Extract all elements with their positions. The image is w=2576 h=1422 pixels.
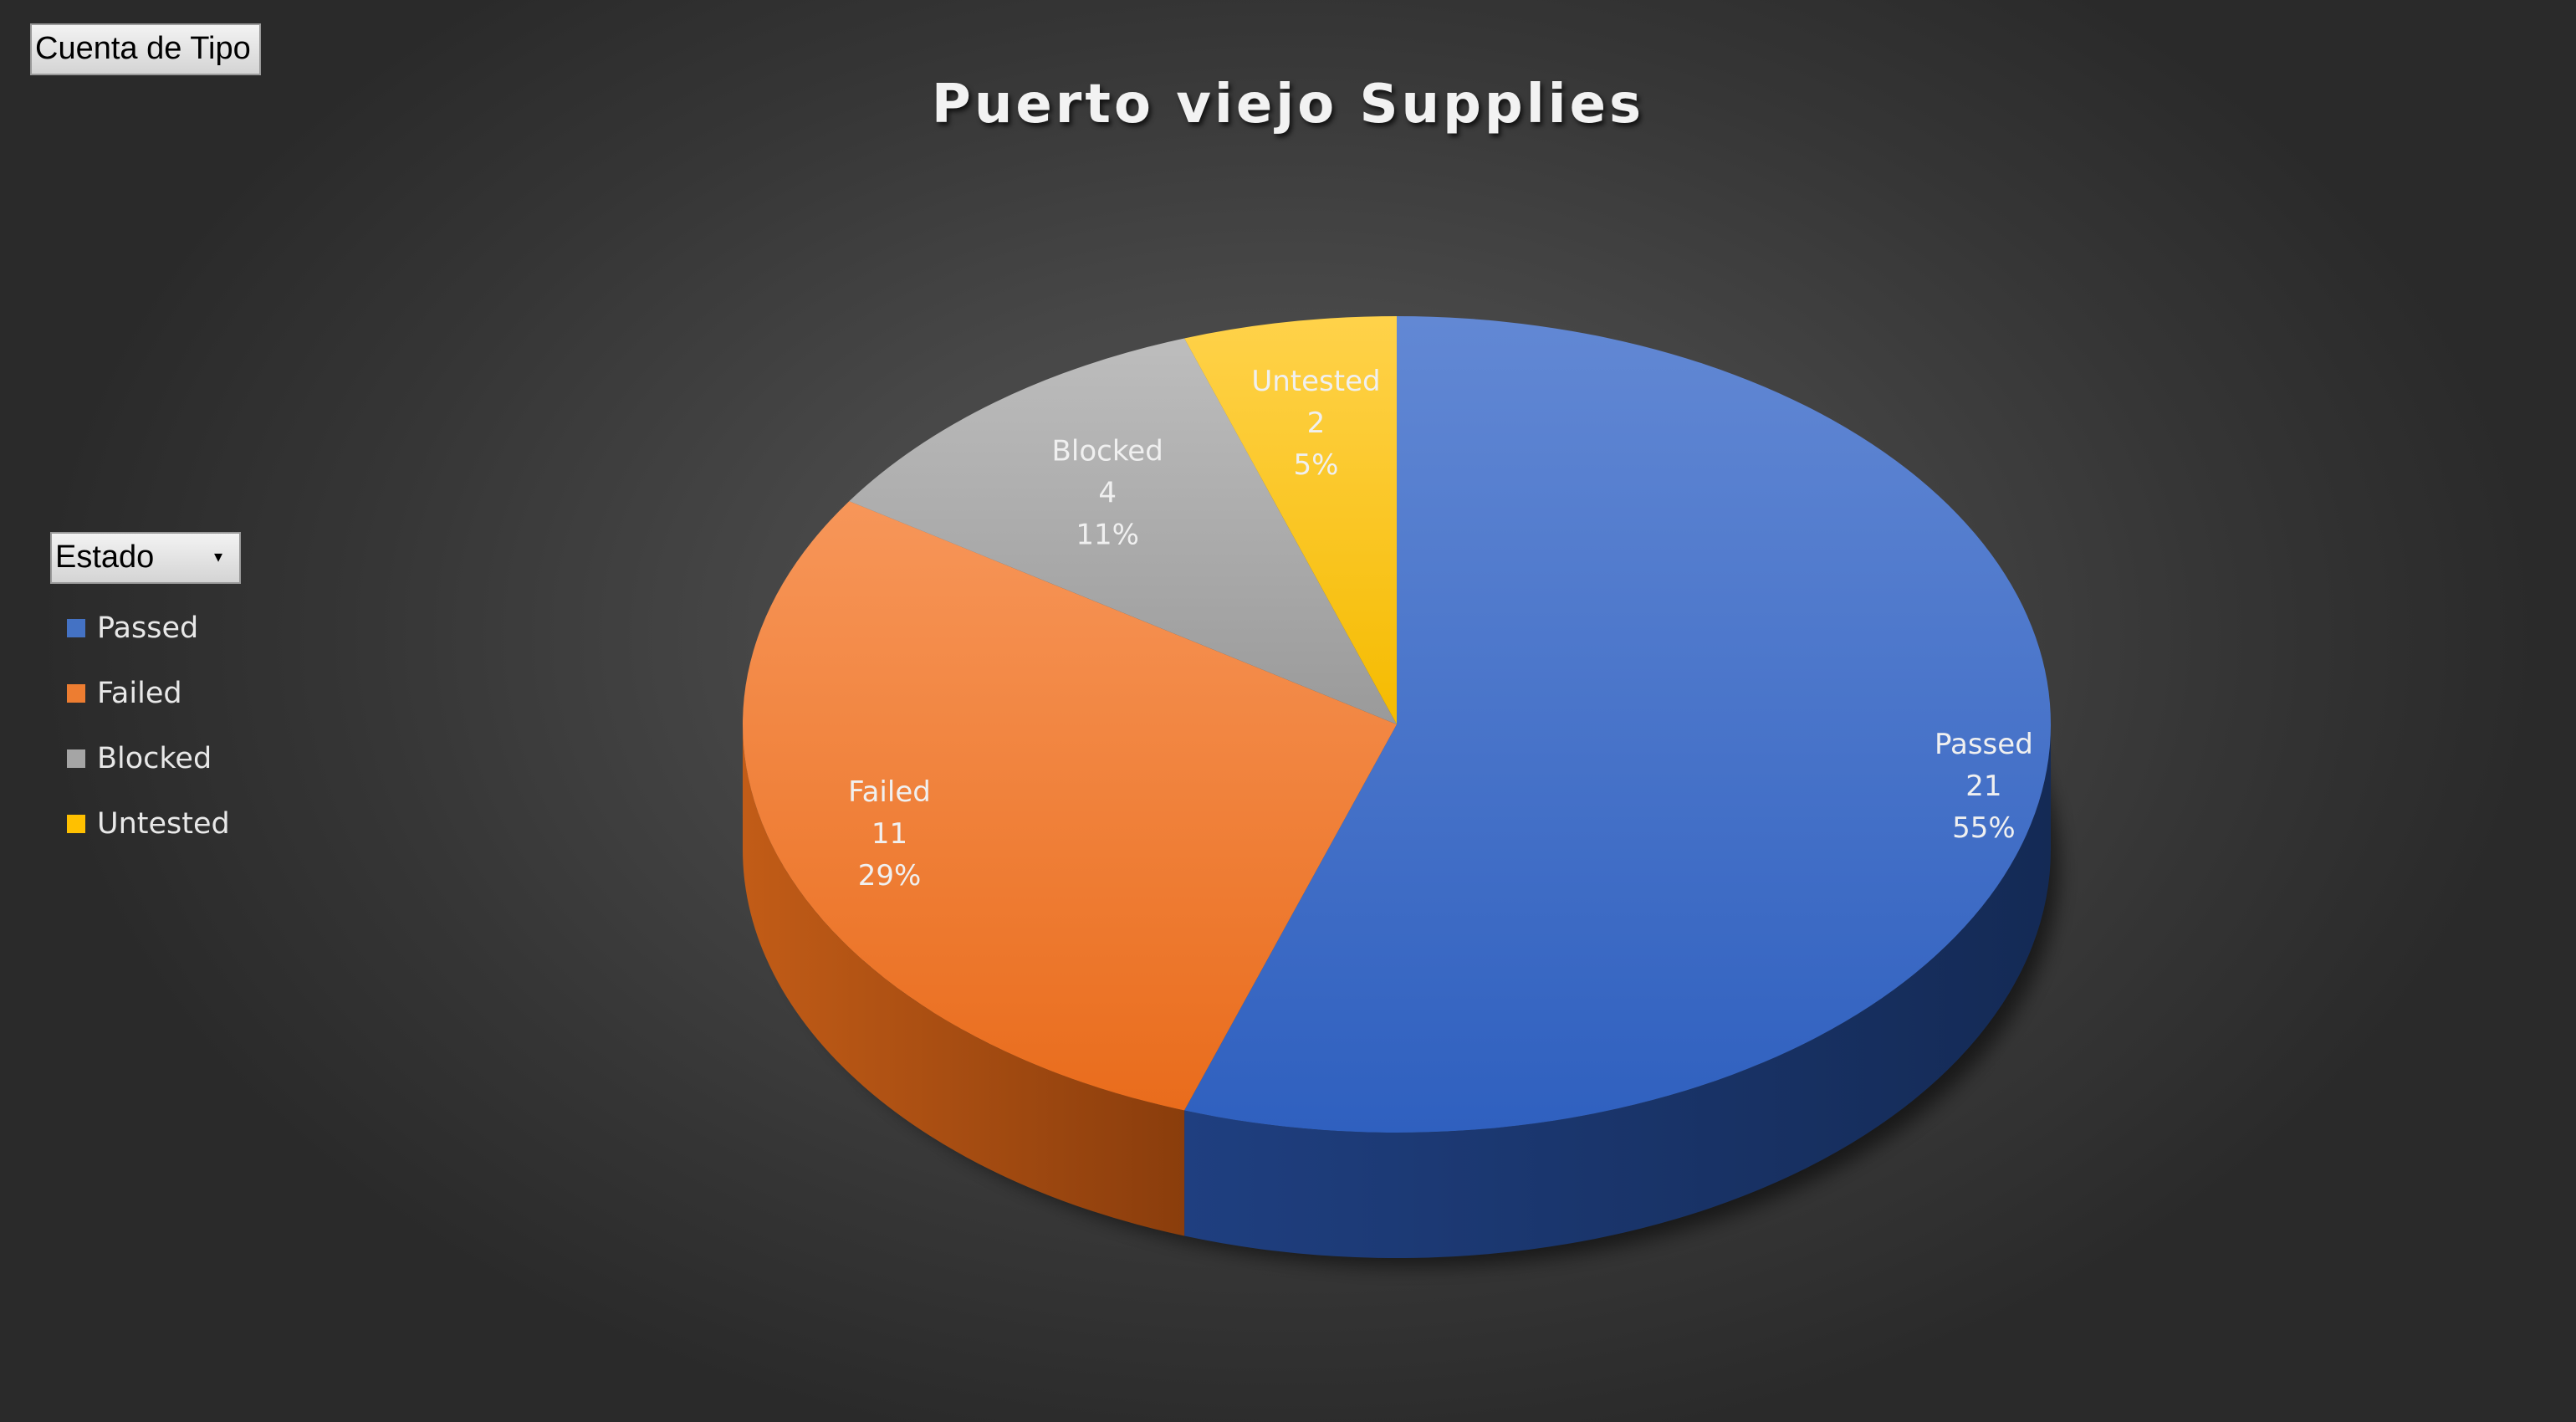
chart-legend: Passed Failed Blocked Untested (67, 596, 230, 857)
legend-swatch-untested (67, 815, 85, 833)
data-label-blocked: Blocked 4 11% (1052, 435, 1163, 552)
legend-item-failed: Failed (67, 661, 230, 726)
data-label-category-passed: Passed (1935, 728, 2033, 761)
legend-item-untested: Untested (67, 791, 230, 857)
data-label-category-blocked: Blocked (1052, 435, 1163, 468)
data-label-value-passed: 21 (1965, 770, 2001, 803)
value-field-button[interactable]: Cuenta de Tipo (30, 23, 261, 75)
data-label-percent-passed: 55% (1952, 811, 2016, 845)
legend-swatch-blocked (67, 749, 85, 768)
data-label-failed: Failed 11 29% (848, 775, 931, 893)
legend-swatch-passed (67, 619, 85, 637)
data-label-percent-failed: 29% (858, 859, 922, 893)
legend-label-blocked: Blocked (97, 742, 212, 775)
legend-swatch-failed (67, 684, 85, 703)
data-label-value-failed: 11 (871, 817, 907, 851)
legend-label-passed: Passed (97, 611, 199, 645)
legend-item-blocked: Blocked (67, 726, 230, 791)
data-label-untested: Untested 2 5% (1251, 365, 1380, 482)
pie-slice-failed (742, 501, 1397, 1111)
pie-side-passed (1184, 724, 2051, 1258)
legend-item-passed: Passed (67, 596, 230, 661)
data-label-category-untested: Untested (1251, 365, 1380, 398)
data-label-value-blocked: 4 (1098, 477, 1117, 510)
data-label-passed: Passed 21 55% (1935, 728, 2033, 845)
dropdown-arrow-icon[interactable]: ▾ (213, 548, 222, 566)
pie-slice-passed (1184, 316, 2052, 1133)
data-label-value-untested: 2 (1307, 407, 1326, 440)
chart-title: Puerto viejo Supplies (931, 74, 1645, 136)
pie-slice-blocked (849, 338, 1397, 724)
legend-field-filter-button[interactable]: Estado ▾ (50, 532, 241, 584)
data-label-percent-untested: 5% (1293, 448, 1338, 482)
pie-side-failed (743, 724, 1185, 1236)
pie-slice-untested (1184, 316, 1397, 724)
legend-label-failed: Failed (97, 677, 182, 710)
data-label-percent-blocked: 11% (1076, 519, 1139, 552)
legend-field-label: Estado (55, 540, 155, 575)
legend-label-untested: Untested (97, 807, 230, 841)
data-label-category-failed: Failed (848, 775, 931, 809)
